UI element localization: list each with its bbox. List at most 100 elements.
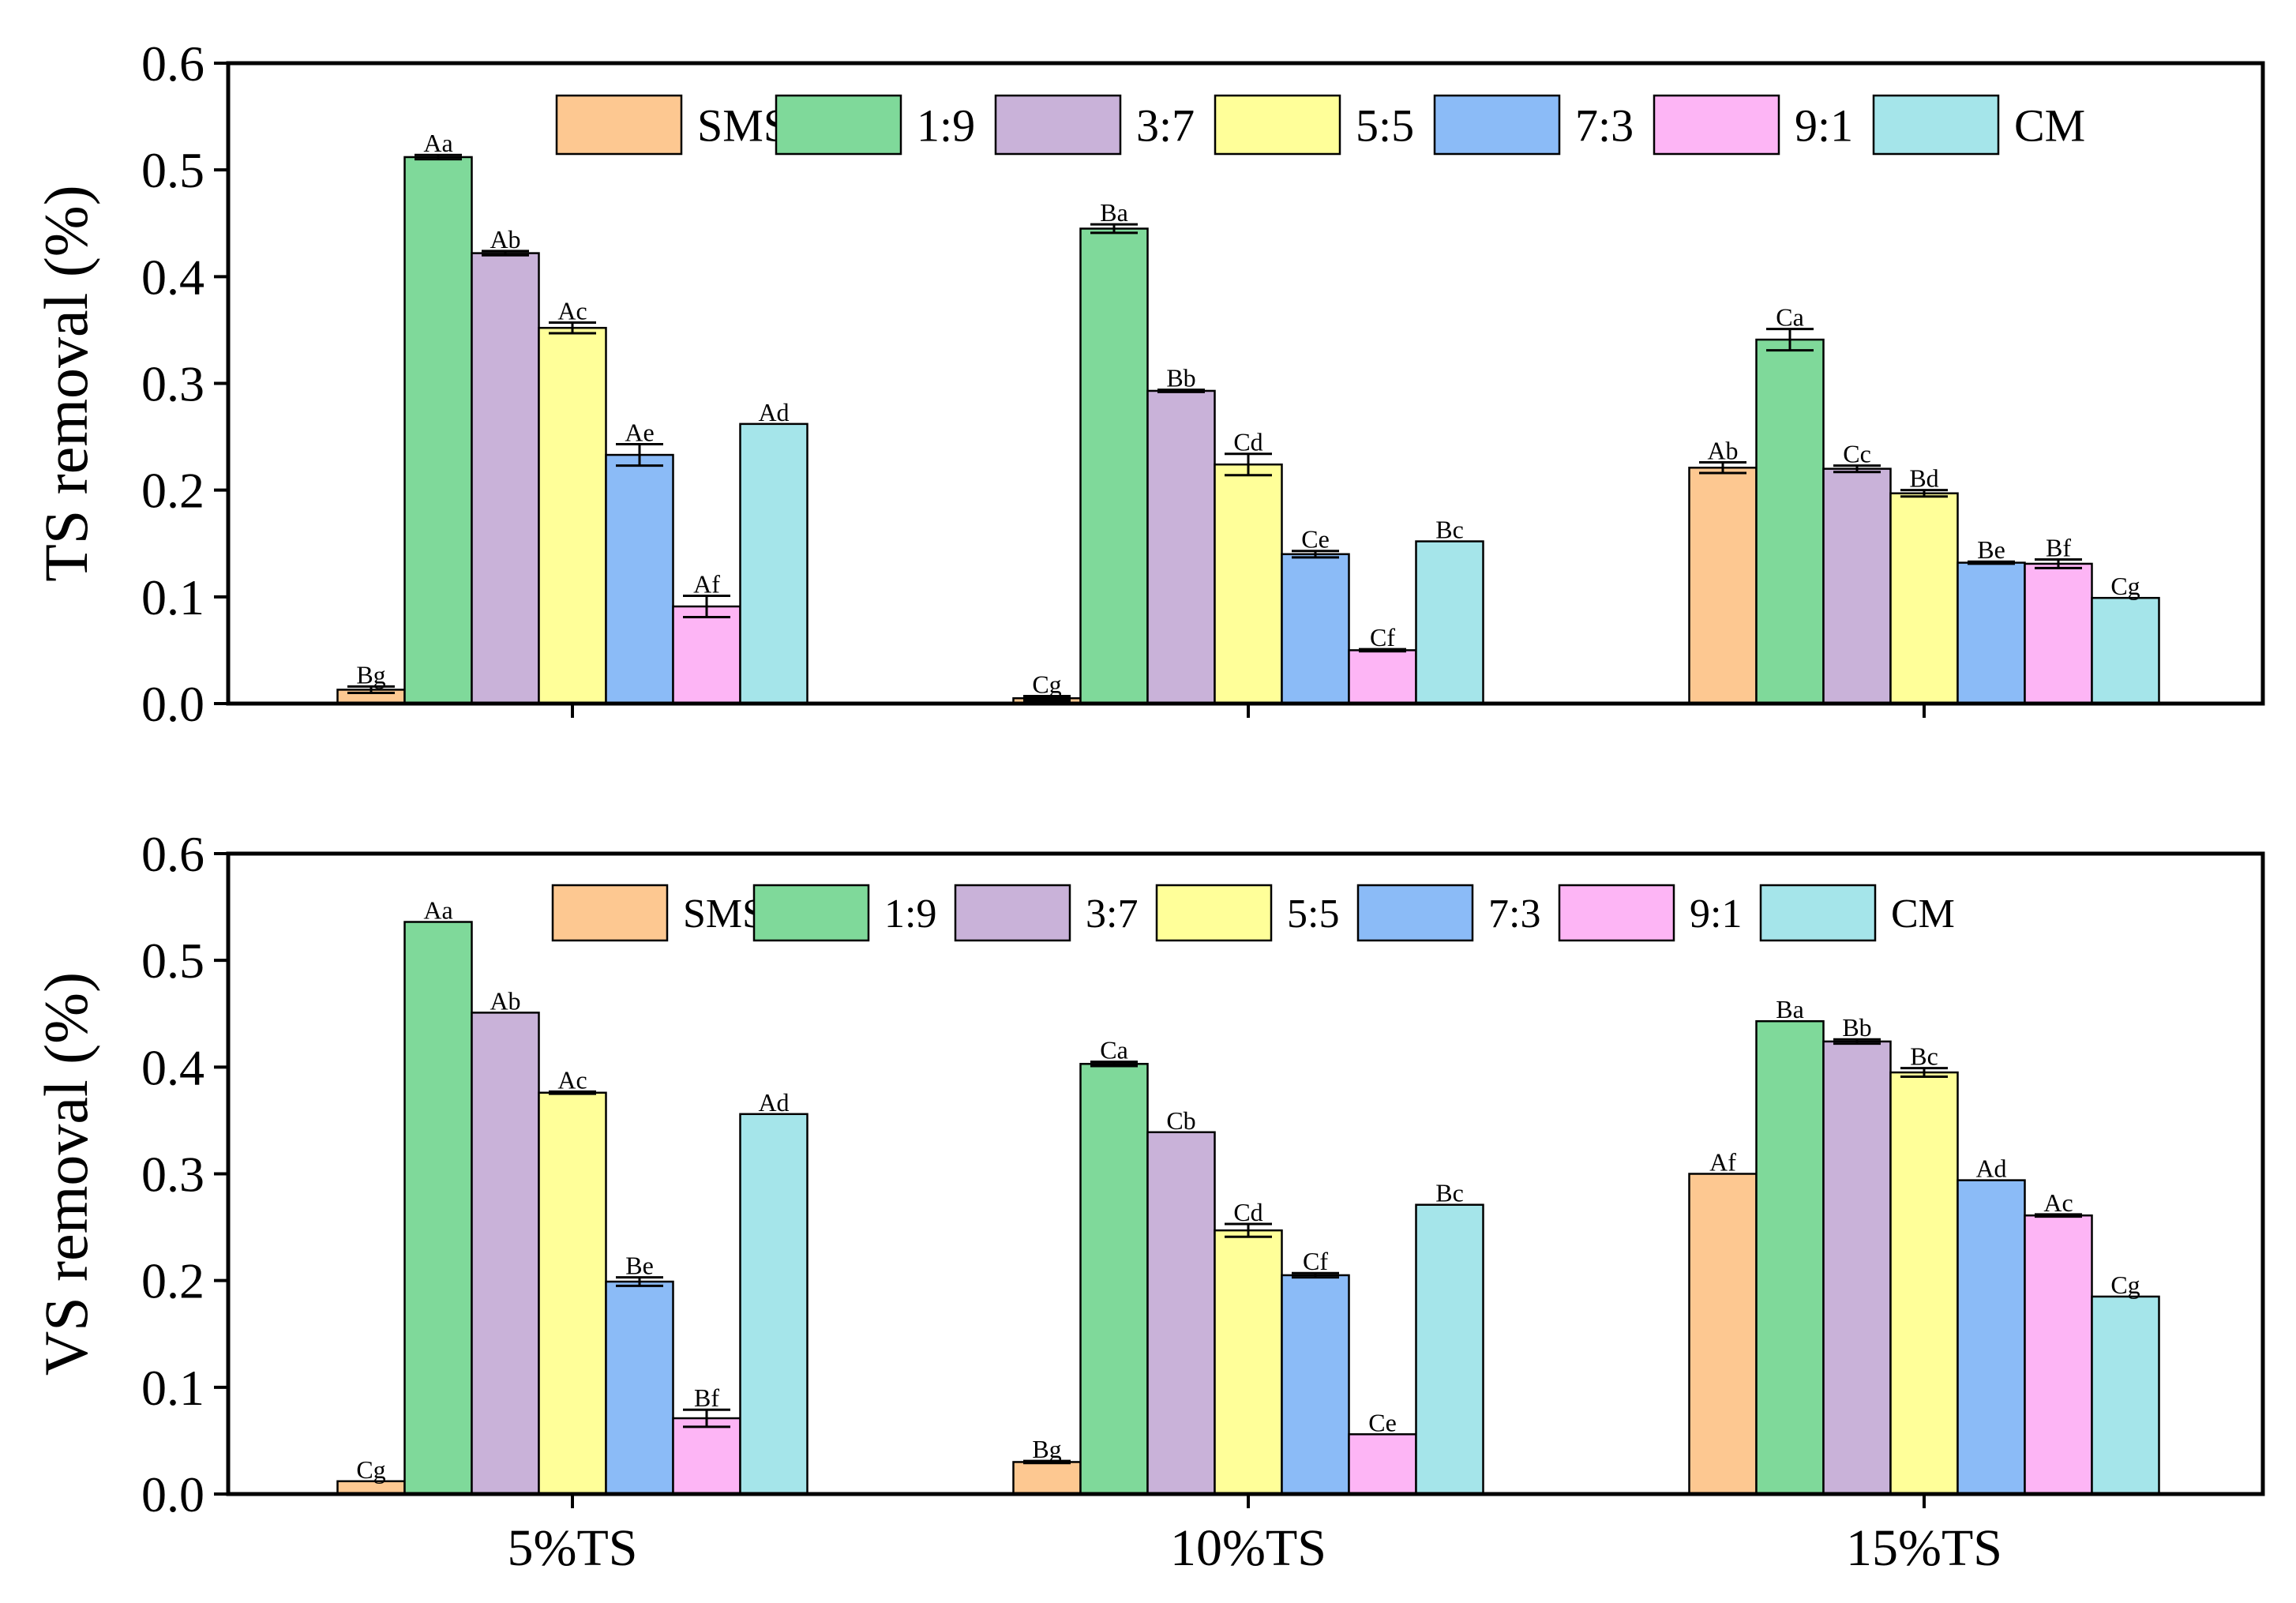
data-label: Ad (758, 1088, 789, 1117)
data-label: Aa (423, 129, 452, 157)
data-label: Ad (1975, 1154, 2006, 1183)
legend-label: 5:5 (1287, 892, 1339, 937)
bar-vs-5:5-15%TS (1889, 1071, 1959, 1496)
data-label: Ba (1776, 995, 1804, 1023)
data-label: Cf (1370, 623, 1395, 651)
error-bar (1900, 489, 1948, 498)
x-tick-label: 10%TS (1170, 1519, 1326, 1577)
y-tick-label: 0.1 (141, 1360, 204, 1416)
y-tick-label: 0.5 (141, 142, 204, 198)
data-label: Bc (1910, 1042, 1938, 1071)
data-label: Be (1977, 535, 2005, 564)
bar-vs-SMS-10%TS (1012, 1461, 1082, 1496)
data-label: Ca (1776, 303, 1804, 332)
error-bar (482, 250, 529, 257)
data-label: Af (693, 569, 720, 598)
error-bar (347, 685, 395, 694)
bar-ts-9:1-5%TS (672, 605, 741, 705)
bar-vs-7:3-5%TS (605, 1280, 674, 1496)
data-label: Cd (1233, 1198, 1262, 1226)
error-bar (1833, 1038, 1881, 1046)
legend-swatch (1433, 94, 1561, 156)
legend-label: CM (2014, 99, 2085, 151)
data-label: Cg (1032, 670, 1061, 699)
legend-swatch (1214, 94, 1341, 156)
data-label: Ae (625, 419, 654, 447)
error-bar (683, 1408, 730, 1428)
legend-label: 7:3 (1488, 892, 1540, 937)
data-label: Bc (1435, 1179, 1464, 1207)
y-tick-label: 0.4 (141, 1039, 204, 1095)
y-axis-title: TS removal (%) (32, 185, 100, 582)
legend-swatch (1356, 884, 1474, 942)
error-bar (1968, 560, 2015, 565)
bar-vs-CM-5%TS (739, 1113, 808, 1496)
data-label: Ba (1100, 198, 1128, 227)
error-bar (1292, 550, 1339, 559)
error-bar (1023, 695, 1071, 702)
legend-swatch (555, 94, 683, 156)
legend-swatch (1759, 884, 1877, 942)
data-label: Cd (1233, 428, 1262, 456)
x-tick-label: 15%TS (1846, 1519, 2002, 1577)
legend-swatch (752, 884, 870, 942)
legend-item: 7:3 (1356, 884, 1540, 942)
error-bar (616, 1276, 663, 1287)
legend-item: 5:5 (1155, 884, 1339, 942)
bar-ts-CM-10%TS (1415, 540, 1484, 705)
legend-swatch (994, 94, 1122, 156)
bar-ts-SMS-15%TS (1688, 467, 1758, 705)
legend-item: SMS (551, 884, 765, 942)
bar-ts-9:1-10%TS (1348, 649, 1417, 705)
error-bar (549, 321, 596, 335)
legend-item: 3:7 (994, 94, 1195, 156)
legend-label: 9:1 (1690, 892, 1742, 937)
data-label: Ab (490, 986, 520, 1015)
error-bar (1359, 648, 1406, 653)
y-tick-label: 0.0 (141, 676, 204, 732)
legend-item: 7:3 (1433, 94, 1634, 156)
data-label: Bb (1166, 364, 1195, 392)
bar-vs-CM-10%TS (1415, 1203, 1484, 1496)
bar-ts-3:7-15%TS (1822, 467, 1892, 705)
y-tick-label: 0.6 (141, 36, 204, 92)
bar-ts-5:5-15%TS (1889, 492, 1959, 705)
bar-vs-CM-15%TS (2091, 1295, 2160, 1496)
legend-vs: SMS 1:9 3:7 5:5 7:3 9:1 CM (551, 884, 1955, 942)
data-label: Cf (1303, 1247, 1328, 1275)
y-tick-label: 0.4 (141, 249, 204, 305)
bar-ts-1:9-5%TS (403, 156, 473, 705)
data-label: Bc (1435, 516, 1464, 544)
error-bar (1090, 223, 1138, 235)
data-label: Ad (758, 398, 789, 426)
data-label: Ac (2043, 1188, 2073, 1217)
legend-item: 5:5 (1214, 94, 1414, 156)
y-tick-label: 0.1 (141, 569, 204, 625)
data-label: Bd (1909, 464, 1938, 493)
bar-ts-CM-5%TS (739, 422, 808, 705)
legend-label: 5:5 (1356, 99, 1414, 151)
legend-label: 1:9 (917, 99, 975, 151)
data-label: Aa (423, 896, 452, 925)
bar-vs-3:7-10%TS (1146, 1131, 1216, 1496)
error-bar (1023, 1459, 1071, 1465)
data-label: Ce (1301, 525, 1330, 554)
bar-ts-1:9-15%TS (1755, 338, 1825, 705)
bar-vs-5:5-5%TS (538, 1091, 607, 1496)
bar-vs-SMS-15%TS (1688, 1173, 1758, 1496)
legend-label: CM (1891, 892, 1955, 937)
legend-item: CM (1872, 94, 2085, 156)
error-bar (1292, 1271, 1339, 1279)
chart-panel-ts: Bg Cg Ab Aa Ba Ca Ab Bb Cc Ac Cd Bd Ae Ce Be Af Cf Bf Ad Bc… (32, 36, 2265, 732)
data-label: Bg (1032, 1435, 1061, 1463)
error-bar (1090, 1061, 1138, 1068)
error-bar (683, 594, 730, 619)
legend-item: 1:9 (775, 94, 975, 156)
legend-item: 9:1 (1558, 884, 1742, 942)
bar-vs-9:1-10%TS (1348, 1433, 1417, 1496)
bar-vs-9:1-5%TS (672, 1417, 741, 1496)
legend-item: 1:9 (752, 884, 936, 942)
bar-ts-CM-15%TS (2091, 596, 2160, 705)
bar-vs-7:3-10%TS (1281, 1274, 1350, 1496)
